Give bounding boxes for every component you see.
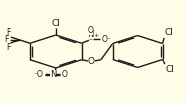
Text: Cl: Cl [164, 28, 173, 37]
Text: O⁻: O⁻ [102, 35, 112, 44]
Text: F: F [5, 35, 9, 44]
Text: O: O [62, 70, 68, 79]
Text: F: F [6, 43, 10, 52]
Text: ⁻O: ⁻O [33, 70, 43, 79]
Text: O: O [88, 57, 95, 66]
Text: N: N [87, 30, 94, 39]
Text: F: F [6, 28, 10, 37]
Text: Cl: Cl [165, 65, 174, 74]
Text: N: N [50, 70, 56, 79]
Text: Cl: Cl [51, 19, 60, 28]
Text: +: + [93, 33, 98, 38]
Text: O: O [88, 26, 93, 35]
